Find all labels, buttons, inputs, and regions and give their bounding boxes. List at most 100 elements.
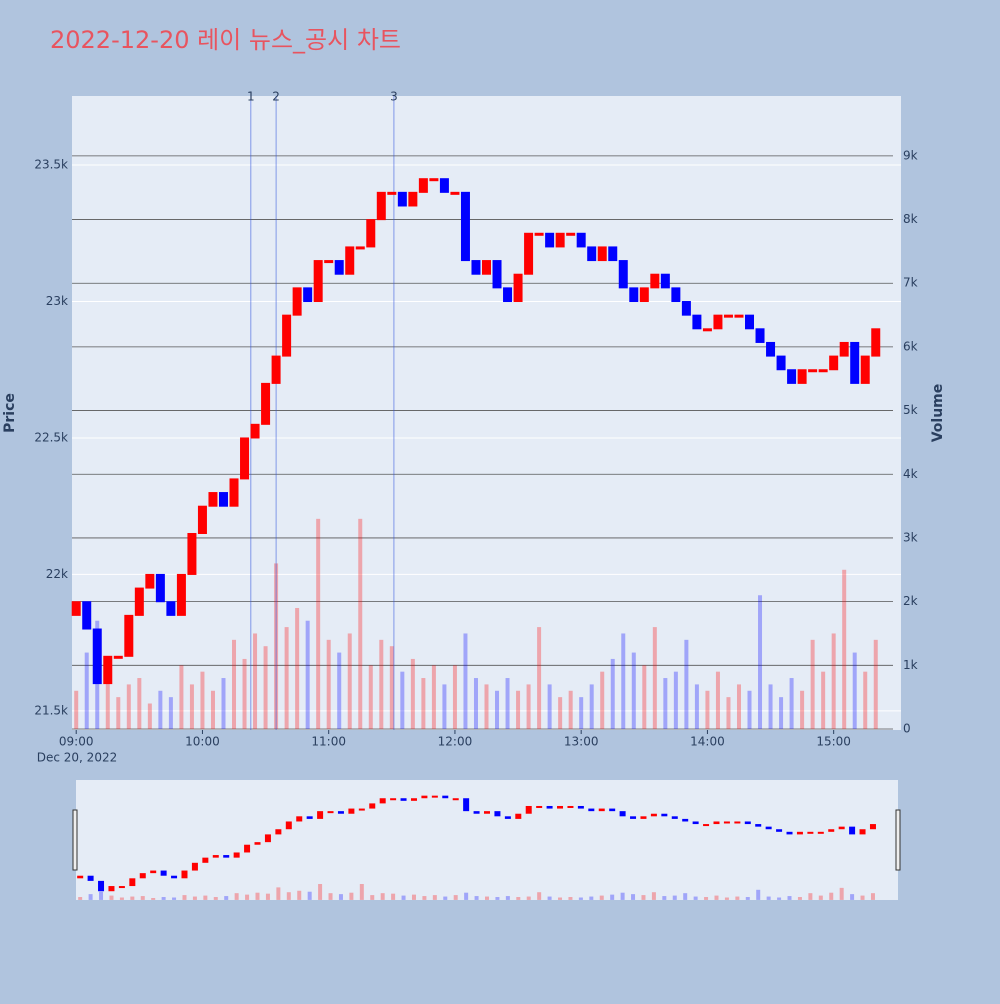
y2-tick-label: 8k [903,212,918,226]
slider-candle [671,816,678,819]
volume-bar [210,690,215,729]
slider-volume-bar [547,896,552,900]
slider-volume-bar [172,897,177,900]
slider-candle [431,795,438,798]
x-date-label: Dec 20, 2022 [37,751,117,765]
slider-volume-bar [745,897,750,900]
volume-bar [831,633,836,729]
volume-bar [747,690,752,729]
slider-volume-bar [464,892,469,900]
volume-bar [126,684,131,729]
slider-volume-bar [286,892,291,900]
candle [850,341,860,384]
slider-volume-bar [537,892,542,900]
slider-volume-bar [797,897,802,900]
candle [408,191,418,207]
slider-candle [828,829,835,832]
slider-candle [77,875,84,879]
volume-bar [463,633,468,729]
slider-candle [212,855,219,858]
x-tick-label: 13:00 [564,735,599,749]
slider-handle-left[interactable] [72,809,78,871]
candle [482,260,491,275]
slider-candle [98,880,105,892]
slider-volume-bar [860,895,865,900]
volume-bar [452,665,457,729]
candle [71,601,81,616]
volume-bar [74,690,79,729]
candle [229,478,239,507]
slider-candle [744,821,751,825]
volume-bar [242,658,247,729]
slider-volume-bar [422,896,427,900]
slider-candle [150,870,157,874]
volume-bar [421,678,426,729]
slider-candle [849,826,856,835]
slider-candle [765,826,772,830]
slider-volume-bar [245,894,250,900]
volume-bar [863,671,868,729]
slider-volume-bar [203,895,208,900]
y2-tick-label: 9k [903,148,918,162]
x-tick-label: 10:00 [185,735,220,749]
slider-candle [296,816,303,822]
slider-candle [567,805,574,808]
slider-candle [776,829,783,832]
slider-volume-bar [192,896,197,900]
slider-volume-bar [234,893,239,900]
volume-bar [873,639,878,729]
slider-candle [118,886,125,889]
slider-volume-bar [453,895,458,900]
candle [124,614,134,657]
candle [313,260,323,303]
y2-tick-label: 5k [903,403,918,417]
candle [166,601,176,616]
volume-bar [642,665,647,729]
slider-volume-bar [704,897,709,900]
volume-bar [263,646,268,729]
y2-tick-label: 7k [903,276,918,290]
x-tick-label: 09:00 [59,735,94,749]
candle [492,260,502,289]
slider-candle [807,831,814,834]
candle [787,369,797,384]
y-tick-label: 23.5k [34,158,68,172]
volume-bar [789,678,794,729]
slider-candle [869,824,876,830]
slider-handle-right[interactable] [895,809,901,871]
slider-volume-bar [662,896,667,900]
slider-candle [337,811,344,814]
slider-volume-bar [714,895,719,900]
volume-bar [337,652,342,729]
slider-volume-bar [839,887,844,900]
volume-bar [579,697,584,729]
candle [250,423,260,439]
candle [871,328,881,357]
candle [534,232,544,236]
volume-bar [400,671,405,729]
candle [113,655,123,659]
volume-bar [295,607,300,729]
range-slider[interactable] [76,780,898,900]
volume-bar [526,684,531,729]
candle [187,532,197,575]
slider-candle [692,821,699,825]
slider-volume-bar [589,896,594,900]
slider-candle [473,811,480,814]
slider-volume-bar [787,896,792,900]
candle [176,573,186,616]
candle [376,191,386,221]
slider-candle [546,805,553,809]
candle [397,191,407,207]
slider-volume-bar [631,894,636,900]
candle [324,260,334,264]
slider-candle [786,831,793,835]
slider-candle [504,816,511,819]
y-tick-label: 22.5k [34,430,68,444]
slider-candle [442,795,449,799]
slider-volume-bar [359,884,364,900]
volume-bar [253,633,258,729]
candle [134,587,144,616]
slider-volume-bar [182,895,187,900]
